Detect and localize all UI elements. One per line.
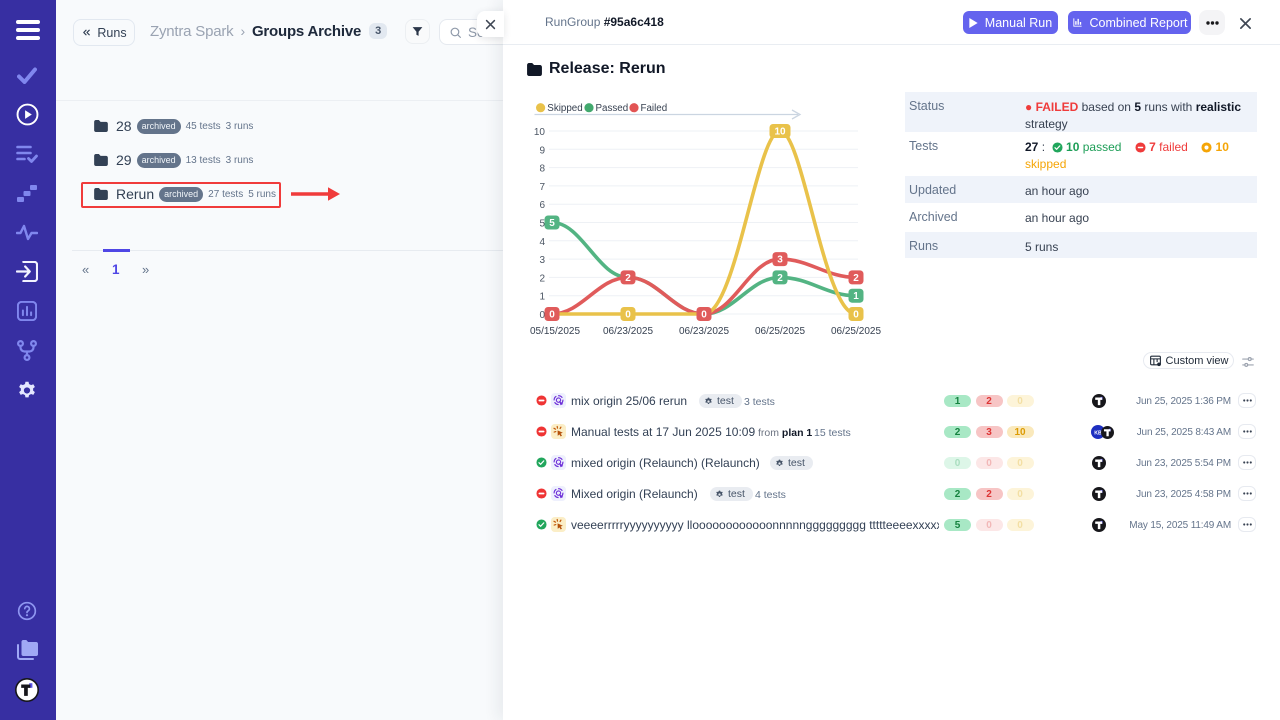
- svg-text:Failed: Failed: [641, 103, 668, 114]
- svg-text:06/23/2025: 06/23/2025: [679, 326, 729, 337]
- svg-text:4: 4: [539, 237, 545, 248]
- svg-text:0: 0: [539, 310, 545, 321]
- svg-text:05/15/2025: 05/15/2025: [530, 326, 580, 337]
- svg-text:2: 2: [853, 273, 859, 284]
- svg-text:Skipped: Skipped: [547, 103, 582, 114]
- svg-text:8: 8: [539, 164, 545, 175]
- svg-text:6: 6: [539, 200, 545, 211]
- svg-text:2: 2: [539, 273, 545, 284]
- svg-text:06/23/2025: 06/23/2025: [603, 326, 653, 337]
- svg-text:0: 0: [853, 310, 859, 321]
- svg-text:0: 0: [701, 310, 707, 321]
- svg-text:5: 5: [549, 218, 555, 229]
- svg-text:3: 3: [777, 255, 783, 266]
- svg-text:Passed: Passed: [596, 103, 629, 114]
- svg-text:10: 10: [774, 127, 786, 138]
- svg-text:1: 1: [853, 291, 859, 302]
- svg-text:06/25/2025: 06/25/2025: [831, 326, 881, 337]
- svg-text:0: 0: [549, 310, 555, 321]
- svg-text:9: 9: [539, 145, 545, 156]
- svg-text:0: 0: [625, 310, 631, 321]
- svg-text:7: 7: [539, 182, 545, 193]
- svg-text:KB: KB: [1094, 430, 1102, 436]
- svg-text:3: 3: [539, 255, 545, 266]
- svg-text:1: 1: [539, 292, 545, 303]
- svg-text:2: 2: [777, 273, 783, 284]
- svg-text:10: 10: [534, 127, 546, 138]
- svg-text:5: 5: [539, 219, 545, 230]
- svg-text:2: 2: [625, 273, 631, 284]
- svg-text:06/25/2025: 06/25/2025: [755, 326, 805, 337]
